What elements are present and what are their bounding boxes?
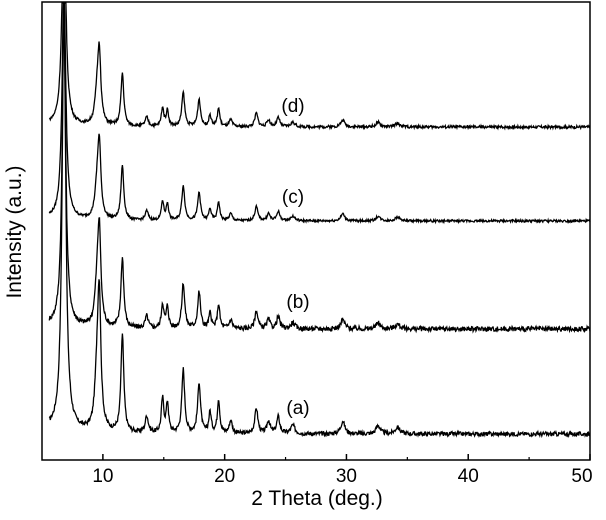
series-line-4 xyxy=(48,2,591,131)
x-tick-label: 30 xyxy=(336,466,357,487)
series-label-4: (d) xyxy=(281,96,304,117)
y-axis-label: Intensity (a.u.) xyxy=(3,165,26,298)
series-label-2: (b) xyxy=(286,292,309,313)
series-label-3: (c) xyxy=(282,187,304,208)
series-group xyxy=(48,2,591,439)
x-tick-label: 10 xyxy=(92,466,113,487)
x-ticks-group: 10 20 30 40 50 xyxy=(92,454,593,487)
x-tick-label: 50 xyxy=(571,466,592,487)
series-labels-group: (a) (b) (c) (d) xyxy=(281,96,309,419)
series-label-1: (a) xyxy=(286,398,309,419)
series-line-1 xyxy=(48,6,591,439)
series-line-3 xyxy=(48,2,591,225)
x-axis-label: 2 Theta (deg.) xyxy=(251,487,383,510)
plot-frame xyxy=(41,1,591,461)
x-tick-label: 20 xyxy=(214,466,235,487)
series-line-2 xyxy=(48,22,591,334)
x-tick-label: 40 xyxy=(458,466,479,487)
